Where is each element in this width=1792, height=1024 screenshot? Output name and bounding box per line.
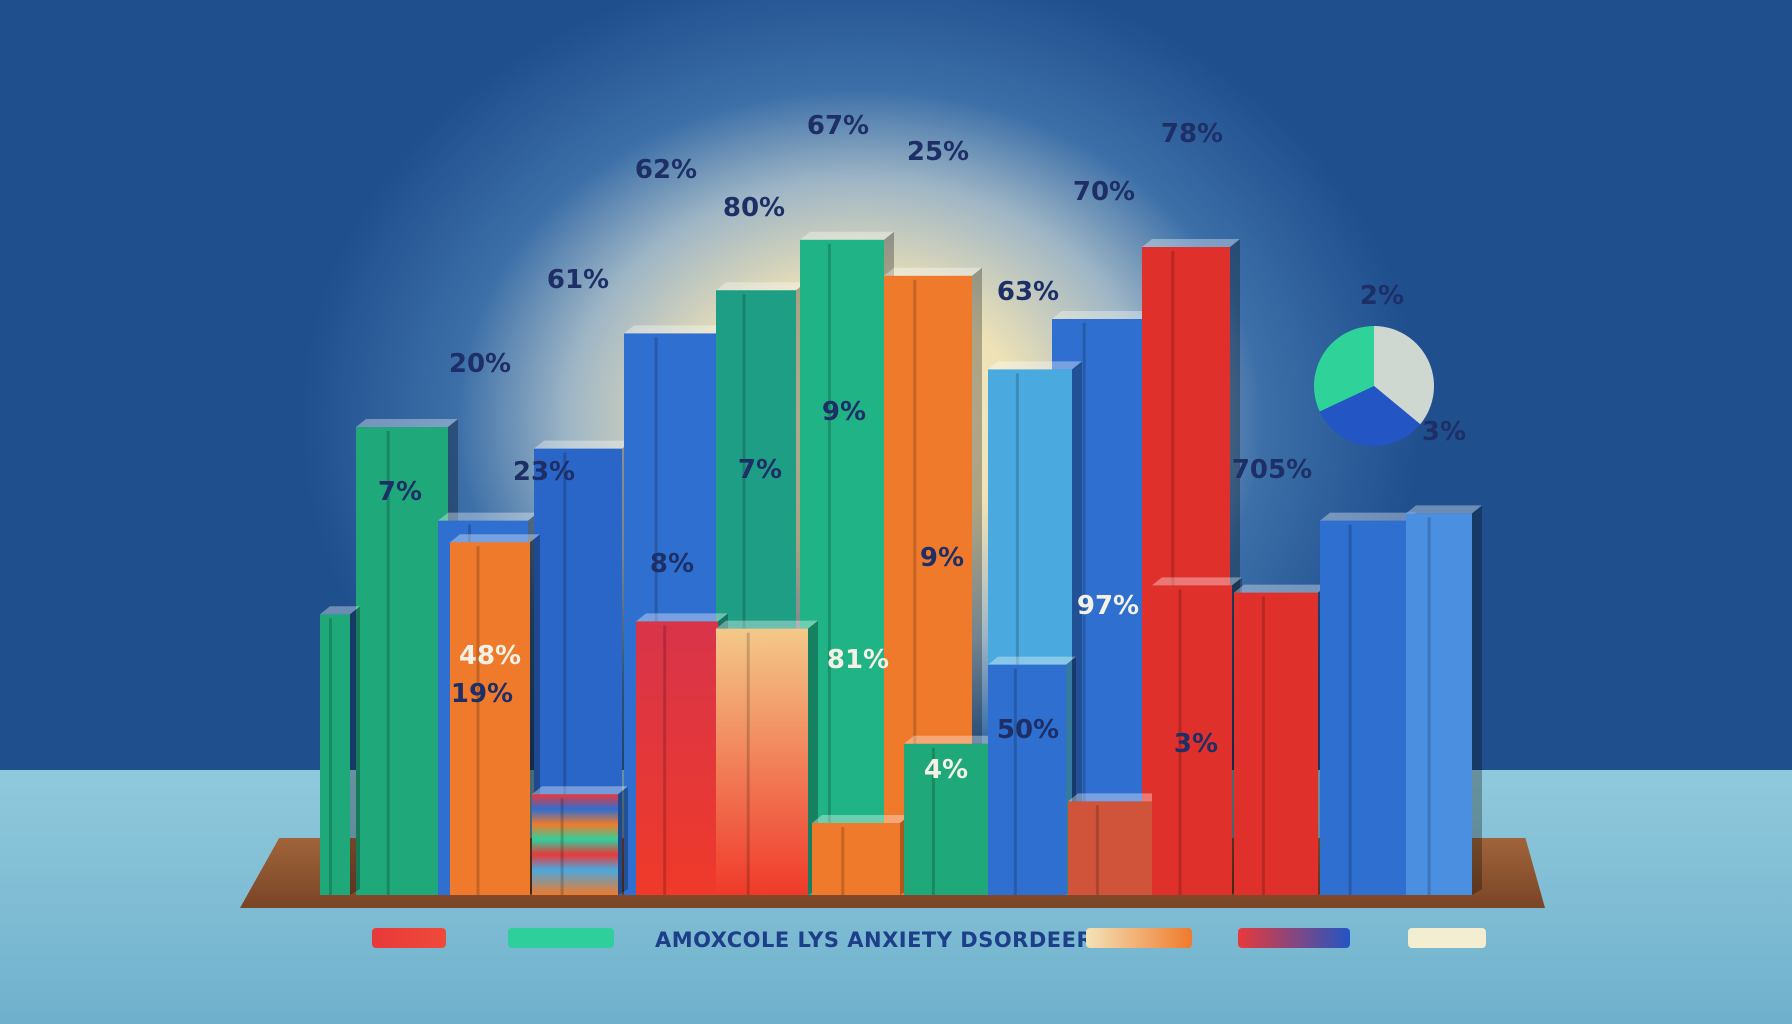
bar-front-8-top bbox=[1068, 793, 1162, 802]
bar-front-5-top bbox=[812, 815, 910, 823]
bar-front-1 bbox=[450, 534, 540, 895]
bar-front-4-top bbox=[716, 620, 818, 629]
bar-front-1-face bbox=[450, 542, 530, 895]
bar-back-1-face bbox=[356, 427, 448, 895]
data-label-3: 61% bbox=[547, 265, 609, 295]
data-label-14: 8% bbox=[650, 549, 694, 579]
bar-edge-left-top bbox=[320, 606, 360, 615]
bar-back-5-top bbox=[716, 282, 806, 291]
bar-front-8-face bbox=[1068, 801, 1152, 895]
data-label-15: 7% bbox=[738, 455, 782, 485]
data-label-16: 9% bbox=[822, 397, 866, 427]
bar-cluster-right-2-side bbox=[1472, 505, 1482, 895]
legend-title: AMOXCOLE LYS ANXIETY DSORDEERS bbox=[655, 928, 1109, 952]
bar-back-6-top bbox=[800, 231, 894, 240]
data-label-2: 20% bbox=[449, 349, 511, 379]
bar-front-4 bbox=[716, 620, 818, 895]
bar-back-2-top bbox=[438, 512, 538, 521]
data-label-9: 78% bbox=[1161, 119, 1223, 149]
data-label-24: 2% bbox=[1360, 281, 1404, 311]
bar-cluster-right-1-face bbox=[1320, 520, 1406, 895]
bar-back-8-top bbox=[1052, 311, 1154, 319]
data-label-18: 9% bbox=[920, 543, 964, 573]
legend-swatch-2 bbox=[508, 928, 614, 948]
bar-back-7-top bbox=[884, 267, 982, 276]
bar-front-6-top bbox=[904, 735, 998, 744]
pie-slice-2 bbox=[1319, 386, 1421, 447]
bar-front-2-face bbox=[532, 794, 618, 895]
bar-front-8 bbox=[1068, 793, 1162, 895]
legend-swatch-4 bbox=[1238, 928, 1350, 948]
pie-chart bbox=[1313, 326, 1435, 447]
bar-back-10-top bbox=[988, 361, 1082, 370]
bar-front-10-face bbox=[1234, 592, 1318, 895]
bar-front-3-top bbox=[636, 613, 728, 622]
bar-front-1-top bbox=[450, 534, 540, 543]
bar-front-7 bbox=[988, 656, 1076, 895]
legend-swatch-3 bbox=[1086, 928, 1192, 948]
bar-back-3-top bbox=[534, 440, 632, 449]
legend-swatch-5 bbox=[1408, 928, 1486, 948]
bar-back-4-top bbox=[624, 325, 726, 334]
data-label-7: 25% bbox=[907, 137, 969, 167]
bar-edge-left-side bbox=[350, 606, 360, 895]
data-label-4: 62% bbox=[635, 155, 697, 185]
bar-cluster-right-1 bbox=[1320, 512, 1416, 895]
bar-back-6-face bbox=[800, 239, 884, 896]
bar-cluster-right-2-top bbox=[1406, 505, 1482, 514]
data-label-5: 80% bbox=[723, 193, 785, 223]
bar-back-7-side bbox=[972, 267, 982, 895]
bar-front-9-face bbox=[1152, 585, 1232, 895]
data-label-23: 705% bbox=[1232, 455, 1312, 485]
bar-back-9-top bbox=[1142, 239, 1240, 247]
data-label-22: 3% bbox=[1174, 729, 1218, 759]
bar-front-10 bbox=[1234, 584, 1328, 895]
bar-front-3 bbox=[636, 613, 728, 895]
bar-back-10-side bbox=[1072, 361, 1082, 895]
bar-front-5 bbox=[812, 815, 910, 895]
bar-front-10-top bbox=[1234, 584, 1328, 593]
data-label-13: 19% bbox=[451, 679, 513, 709]
data-label-10: 63% bbox=[997, 277, 1059, 307]
bar-back-1-top bbox=[356, 419, 458, 427]
bar-cluster-right-2-face bbox=[1406, 513, 1472, 895]
data-label-25: 3% bbox=[1422, 417, 1466, 447]
data-label-11: 23% bbox=[513, 457, 575, 487]
bar-front-2-top bbox=[532, 786, 628, 795]
data-label-12: 48% bbox=[459, 641, 521, 671]
legend-swatch-1 bbox=[372, 928, 446, 948]
bar-front-7-face bbox=[988, 664, 1066, 895]
data-label-19: 4% bbox=[924, 755, 968, 785]
bar-front-6-face bbox=[904, 743, 988, 895]
bar-front-7-top bbox=[988, 656, 1076, 665]
data-label-8: 70% bbox=[1073, 177, 1135, 207]
bar-front-5-face bbox=[812, 823, 900, 895]
bar-front-3-face bbox=[636, 621, 718, 895]
data-label-6: 67% bbox=[807, 111, 869, 141]
bar-edge-left-face bbox=[320, 614, 350, 895]
bar-cluster-right-1-top bbox=[1320, 512, 1416, 521]
bar-front-4-face bbox=[716, 628, 808, 895]
bar-cluster-right-2 bbox=[1406, 505, 1482, 895]
pie-slice-1 bbox=[1374, 326, 1435, 425]
pie-slice-3 bbox=[1313, 326, 1374, 412]
bar-front-2-side bbox=[618, 786, 628, 895]
bar-front-9-top bbox=[1152, 577, 1242, 586]
chart-legend: AMOXCOLE LYS ANXIETY DSORDEERS bbox=[0, 920, 1792, 960]
data-label-21: 97% bbox=[1077, 591, 1139, 621]
data-label-1: 7% bbox=[378, 477, 422, 507]
data-label-20: 50% bbox=[997, 715, 1059, 745]
bar-front-2 bbox=[532, 786, 628, 895]
data-label-17: 81% bbox=[827, 645, 889, 675]
bar-edge-left bbox=[320, 606, 360, 895]
